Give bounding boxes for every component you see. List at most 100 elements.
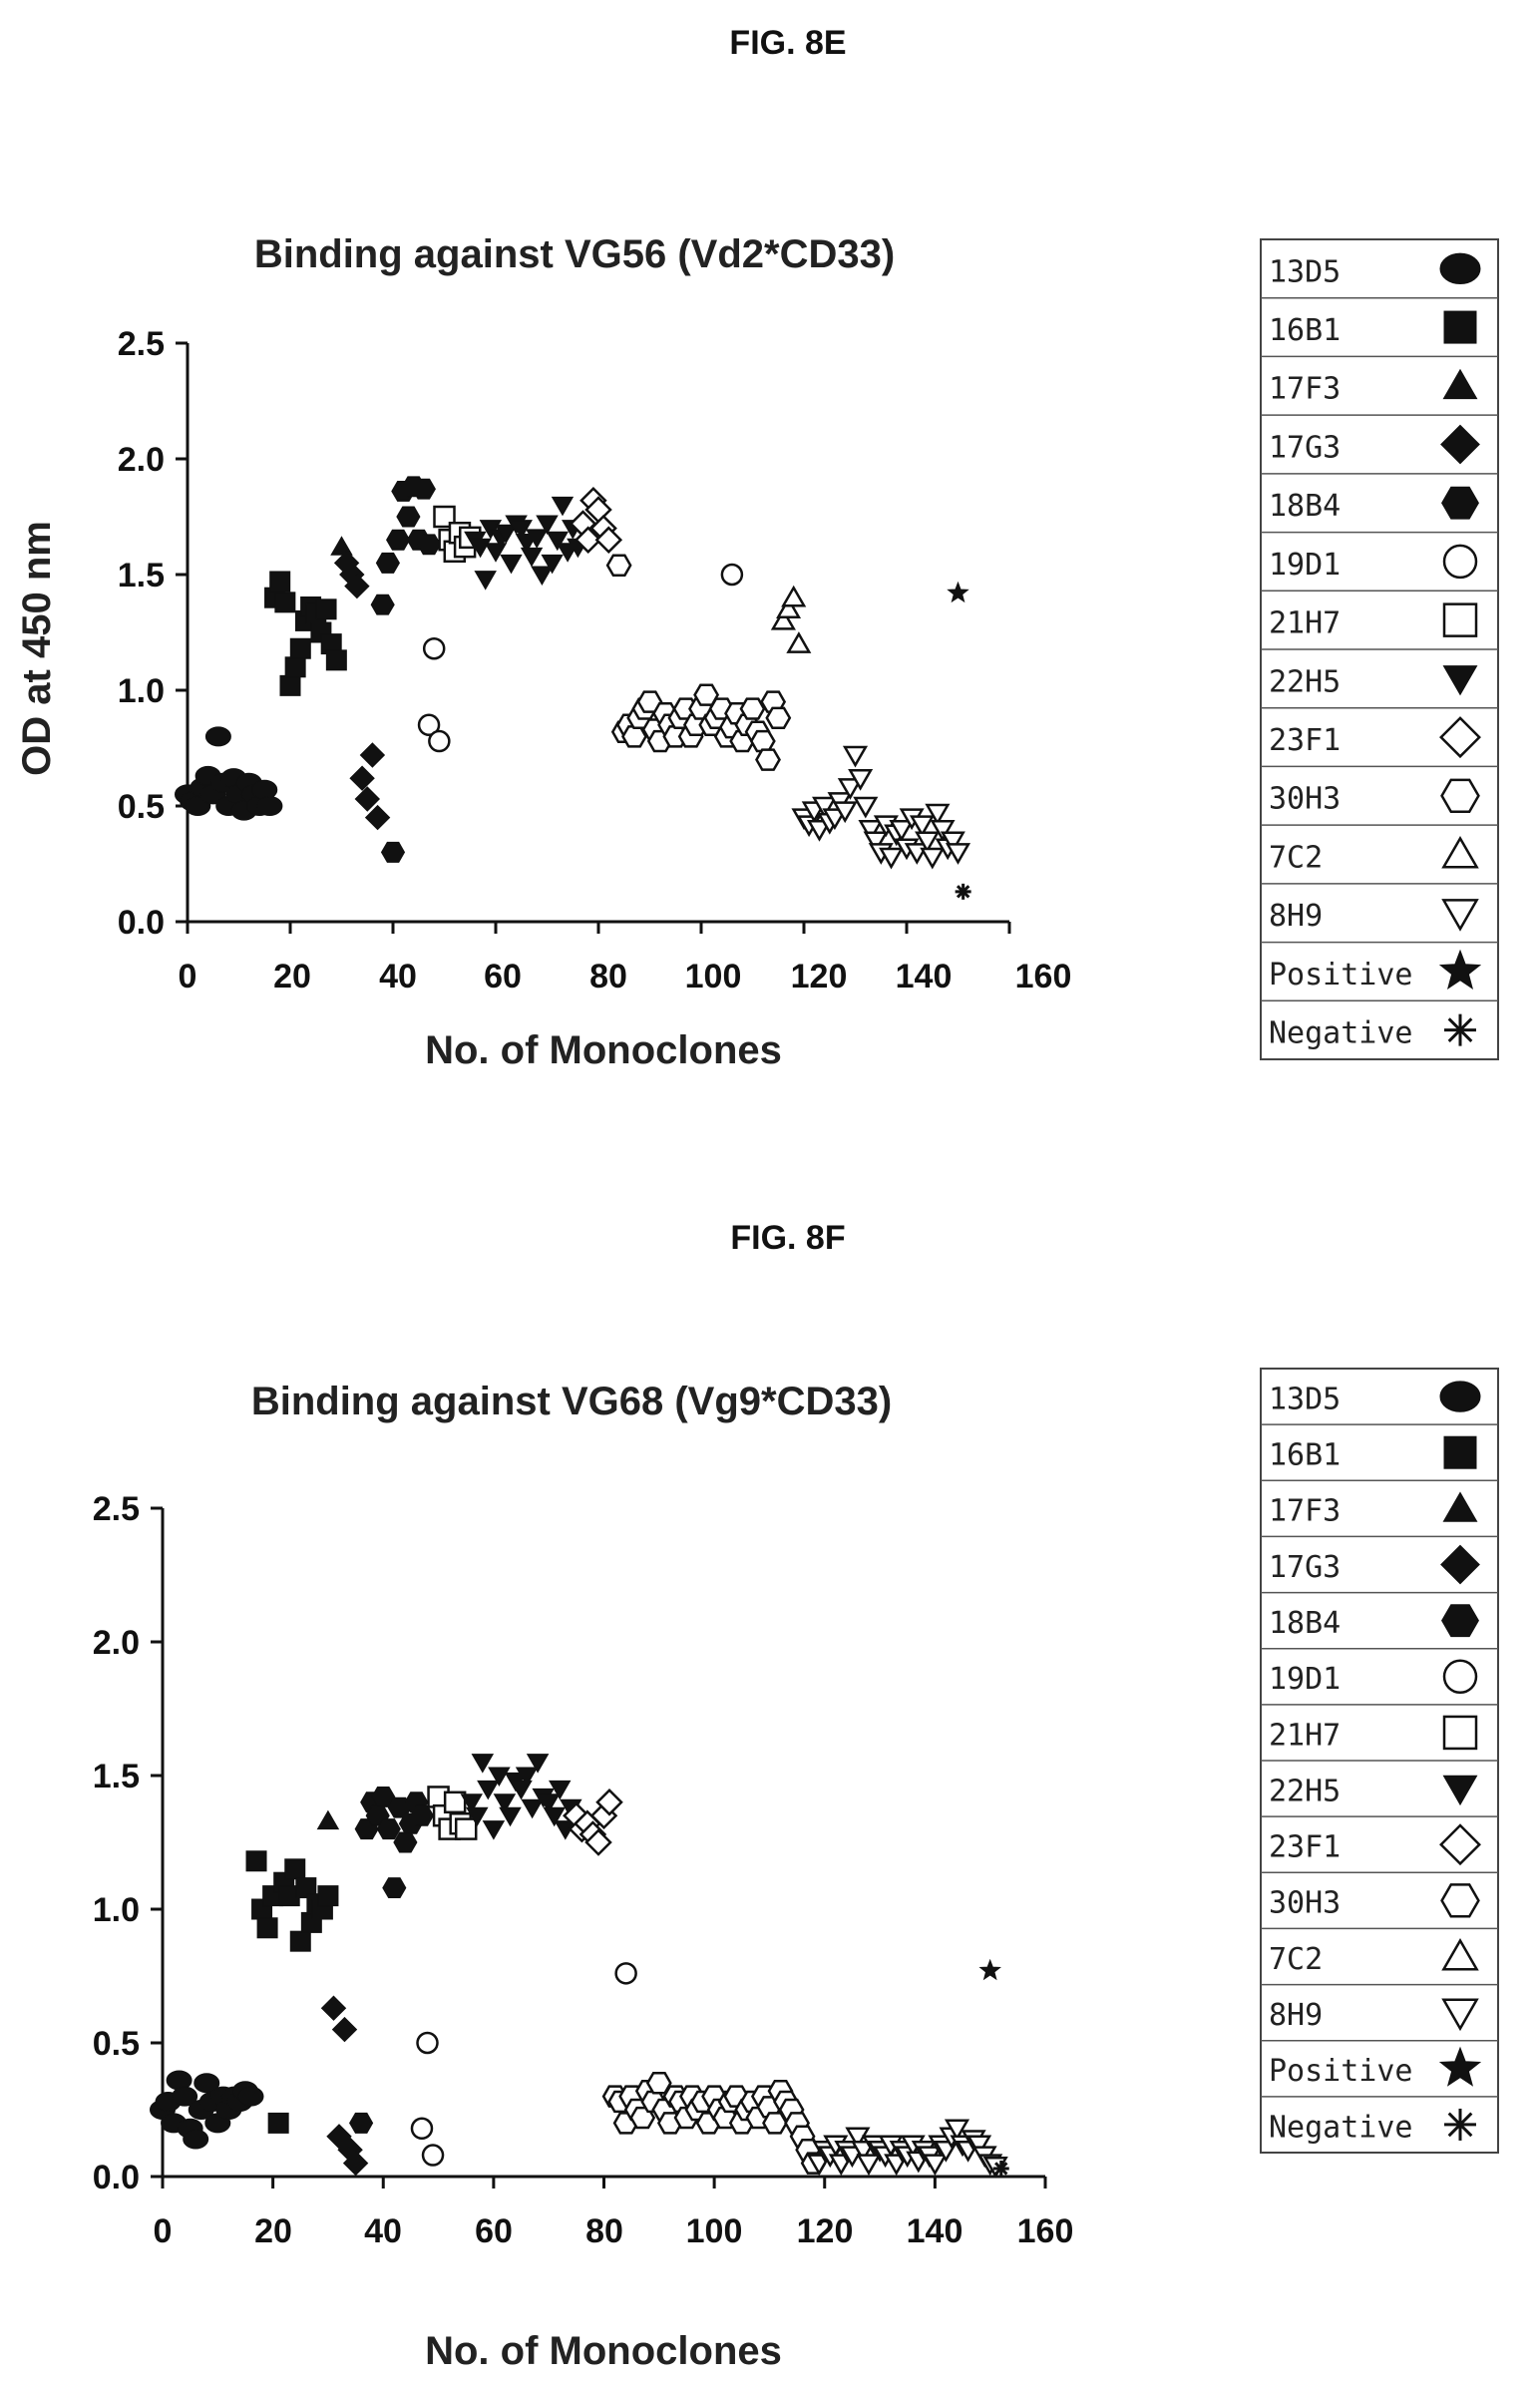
data-point: [375, 552, 400, 574]
series-19d1: [417, 563, 744, 753]
legend-item: 17G3: [1269, 424, 1480, 465]
data-point: [269, 571, 291, 593]
y-tick-label: 1.0: [93, 1891, 140, 1929]
y-tick-label: 1.5: [118, 557, 165, 595]
data-point: [755, 748, 781, 771]
x-axis-label: No. of Monoclones: [425, 1028, 782, 1072]
series-23f1: [563, 1789, 623, 1856]
data-point: [344, 573, 370, 599]
plot-area: 0.0 0.5 1.0 1.5 2.0 2.5 0 20 40 60 80 100 120 140 160: [93, 1490, 1074, 2250]
series-positive: [947, 581, 969, 603]
data-point: [720, 563, 744, 587]
x-tick-label: 100: [686, 2212, 743, 2250]
data-point: [172, 2086, 198, 2107]
data-point: [488, 1767, 511, 1787]
legend-marker: [1441, 1998, 1479, 2032]
data-point: [526, 1754, 550, 1774]
data-point: [477, 1780, 500, 1800]
series-18b4: [349, 1787, 435, 2134]
legend-label: Negative: [1269, 1016, 1413, 1051]
x-tick-label: 20: [254, 2212, 292, 2250]
legend-marker: [1440, 424, 1480, 465]
data-point: [466, 1806, 489, 1827]
legend-item: 18B4: [1269, 486, 1479, 524]
y-tick-label: 2.5: [93, 1490, 140, 1528]
data-point: [359, 742, 386, 768]
data-point: [863, 831, 889, 854]
figure-8f: FIG. 8F Binding against VG68 (Vg9*CD33) …: [93, 1219, 1499, 2373]
data-point: [317, 1885, 339, 1907]
legend-label: Positive: [1269, 958, 1413, 993]
data-point: [267, 2112, 289, 2134]
legend-marker: [1439, 252, 1481, 285]
data-point: [417, 534, 442, 556]
legend-label: 7C2: [1269, 1942, 1323, 1977]
data-point: [331, 2016, 358, 2043]
legend-item: 30H3: [1269, 1883, 1480, 1921]
legend-label: 19D1: [1269, 548, 1341, 583]
legend-item: 16B1: [1269, 1435, 1477, 1473]
data-point: [320, 1995, 347, 2021]
data-point: [776, 597, 802, 619]
legend-item: 8H9: [1269, 899, 1479, 934]
legend-label: 17F3: [1269, 372, 1341, 407]
series-13d5: [175, 726, 283, 821]
data-point: [342, 2150, 369, 2177]
data-point: [947, 581, 969, 603]
legend-label: 17G3: [1269, 1550, 1341, 1585]
legend-item: 7C2: [1269, 835, 1479, 875]
legend-label: 8H9: [1269, 899, 1323, 934]
data-point: [978, 1958, 1001, 1981]
legend-marker: [1441, 486, 1479, 520]
legend-item: 22H5: [1269, 664, 1478, 699]
series-8h9: [791, 745, 971, 870]
legend-marker: [1439, 1381, 1481, 1412]
data-point: [837, 778, 863, 800]
legend-marker: [1442, 368, 1478, 400]
data-point: [454, 1817, 478, 1840]
legend-label: 23F1: [1269, 1830, 1341, 1865]
data-point: [909, 815, 935, 838]
legend-item: Positive: [1269, 2046, 1482, 2089]
series-negative: [955, 883, 971, 900]
data-point: [349, 765, 375, 791]
data-point: [594, 526, 623, 554]
legend-item: 22H5: [1269, 1774, 1478, 1808]
series-21h7: [427, 1786, 478, 1840]
legend-label: 17F3: [1269, 1494, 1341, 1529]
x-tick-label: 120: [797, 2212, 854, 2250]
data-point: [944, 2119, 970, 2142]
data-point: [316, 1809, 340, 1830]
y-tick-label: 2.0: [118, 441, 165, 479]
data-point: [832, 801, 858, 824]
data-point: [204, 726, 231, 747]
chart-title: Binding against VG56 (Vd2*CD33): [254, 232, 895, 276]
data-point: [541, 554, 564, 575]
data-point: [284, 656, 306, 678]
data-point: [460, 1793, 483, 1813]
data-point: [422, 636, 446, 660]
data-point: [605, 554, 632, 577]
data-point: [499, 1806, 522, 1827]
data-point: [370, 594, 395, 615]
data-point: [889, 819, 915, 842]
data-point: [853, 796, 879, 819]
legend-item: 17G3: [1269, 1544, 1480, 1585]
legend-label: 18B4: [1269, 489, 1341, 524]
legend-marker: [1442, 544, 1478, 580]
data-point: [349, 2112, 374, 2134]
legend-marker: [1438, 949, 1482, 990]
legend-marker: [1443, 1435, 1477, 1469]
data-point: [749, 729, 776, 753]
legend-marker: [1442, 1659, 1478, 1695]
data-point: [409, 1804, 435, 1826]
x-tick-label: 120: [791, 958, 848, 995]
x-tick-label: 40: [364, 2212, 402, 2250]
series-18b4: [370, 476, 442, 863]
legend-marker: [1442, 602, 1478, 637]
legend-marker: [1442, 1715, 1478, 1751]
legend-marker: [1444, 1013, 1476, 1046]
y-tick-label: 0.0: [118, 904, 165, 942]
data-point: [595, 1789, 623, 1816]
legend-label: 22H5: [1269, 664, 1341, 699]
